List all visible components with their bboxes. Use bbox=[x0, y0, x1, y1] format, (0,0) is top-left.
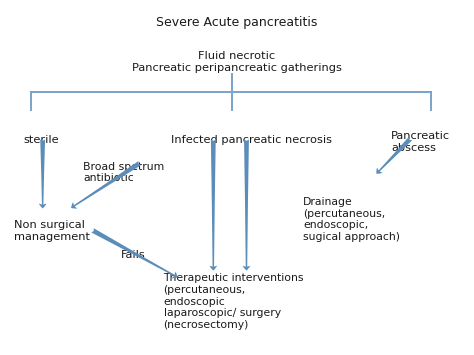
Text: Drainage
(percutaneous,
endoscopic,
sugical approach): Drainage (percutaneous, endoscopic, sugi… bbox=[303, 197, 401, 242]
Text: Pancreatic
abscess: Pancreatic abscess bbox=[391, 131, 450, 153]
Text: Fails: Fails bbox=[121, 250, 146, 260]
Text: sterile: sterile bbox=[24, 135, 59, 145]
Text: Fluid necrotic
Pancreatic peripancreatic gatherings: Fluid necrotic Pancreatic peripancreatic… bbox=[132, 51, 342, 73]
Text: Severe Acute pancreatitis: Severe Acute pancreatitis bbox=[156, 16, 318, 29]
Text: Broad spetrum
antibiotic: Broad spetrum antibiotic bbox=[83, 162, 164, 183]
Text: Infected pancreatic necrosis: Infected pancreatic necrosis bbox=[171, 135, 332, 145]
Text: Therapeutic interventions
(percutaneous,
endoscopic
laparoscopic/ surgery
(necro: Therapeutic interventions (percutaneous,… bbox=[164, 273, 304, 330]
Text: Non surgical
management: Non surgical management bbox=[14, 220, 90, 242]
